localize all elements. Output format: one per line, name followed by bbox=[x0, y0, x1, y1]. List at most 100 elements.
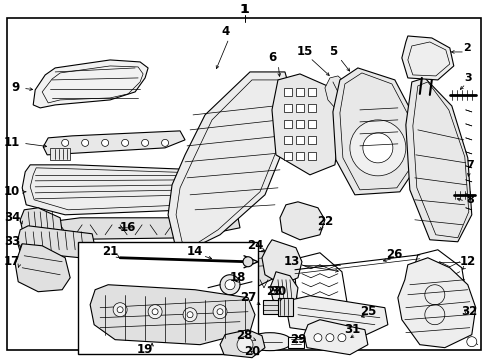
Polygon shape bbox=[262, 240, 301, 285]
Text: 7: 7 bbox=[465, 160, 473, 170]
Text: 15: 15 bbox=[296, 45, 312, 58]
Circle shape bbox=[142, 139, 148, 147]
Circle shape bbox=[466, 337, 476, 347]
Bar bbox=[295, 104, 304, 112]
Text: 28: 28 bbox=[235, 329, 252, 342]
Text: 4: 4 bbox=[222, 26, 230, 39]
Circle shape bbox=[224, 280, 235, 290]
Polygon shape bbox=[405, 78, 471, 242]
Circle shape bbox=[187, 312, 193, 318]
Text: 20: 20 bbox=[244, 345, 260, 358]
Bar bbox=[295, 120, 304, 128]
Text: 27: 27 bbox=[240, 291, 256, 304]
Bar bbox=[263, 300, 281, 314]
Bar bbox=[284, 88, 291, 96]
Circle shape bbox=[362, 133, 392, 163]
Polygon shape bbox=[20, 208, 62, 240]
Polygon shape bbox=[397, 258, 475, 348]
Circle shape bbox=[161, 139, 168, 147]
Text: 26: 26 bbox=[385, 248, 401, 261]
Bar bbox=[307, 104, 315, 112]
Bar bbox=[284, 120, 291, 128]
Bar bbox=[78, 242, 258, 354]
Polygon shape bbox=[304, 320, 367, 355]
Bar bbox=[284, 104, 291, 112]
Circle shape bbox=[81, 139, 88, 147]
Circle shape bbox=[337, 334, 345, 342]
Text: 17: 17 bbox=[4, 255, 20, 268]
Text: 22: 22 bbox=[316, 215, 332, 228]
Circle shape bbox=[183, 308, 197, 322]
Polygon shape bbox=[332, 68, 419, 195]
Text: 1: 1 bbox=[239, 4, 248, 17]
Text: 9: 9 bbox=[11, 81, 20, 94]
Polygon shape bbox=[220, 330, 264, 358]
Text: 16: 16 bbox=[120, 221, 136, 234]
Bar bbox=[284, 136, 291, 144]
Text: 30: 30 bbox=[269, 285, 285, 298]
Polygon shape bbox=[324, 76, 349, 108]
Text: 25: 25 bbox=[359, 305, 375, 318]
Circle shape bbox=[102, 139, 108, 147]
Polygon shape bbox=[269, 272, 297, 308]
Polygon shape bbox=[280, 202, 324, 240]
Text: 18: 18 bbox=[229, 271, 245, 284]
Circle shape bbox=[148, 305, 162, 319]
Text: 32: 32 bbox=[461, 305, 477, 318]
Text: 14: 14 bbox=[186, 245, 203, 258]
Text: 23: 23 bbox=[265, 285, 282, 298]
Bar bbox=[277, 298, 292, 316]
Polygon shape bbox=[90, 285, 254, 345]
Circle shape bbox=[117, 307, 123, 313]
Circle shape bbox=[113, 303, 127, 317]
Text: 13: 13 bbox=[283, 255, 300, 268]
Circle shape bbox=[152, 309, 158, 315]
Bar bbox=[287, 337, 304, 348]
Text: 5: 5 bbox=[328, 45, 336, 58]
Circle shape bbox=[349, 120, 405, 176]
Text: 6: 6 bbox=[267, 51, 276, 64]
Text: 21: 21 bbox=[102, 245, 118, 258]
Text: 11: 11 bbox=[4, 136, 20, 149]
Bar bbox=[307, 120, 315, 128]
Text: 3: 3 bbox=[463, 73, 470, 83]
Polygon shape bbox=[22, 165, 215, 215]
Polygon shape bbox=[401, 36, 453, 80]
Bar bbox=[295, 136, 304, 144]
Circle shape bbox=[237, 337, 252, 353]
Polygon shape bbox=[43, 131, 184, 155]
Circle shape bbox=[243, 257, 252, 267]
Polygon shape bbox=[33, 60, 148, 108]
Bar bbox=[295, 88, 304, 96]
Bar bbox=[284, 152, 291, 160]
Circle shape bbox=[213, 305, 226, 319]
Polygon shape bbox=[168, 72, 289, 252]
Bar bbox=[50, 148, 70, 160]
Text: 34: 34 bbox=[4, 211, 20, 224]
Bar bbox=[307, 88, 315, 96]
Circle shape bbox=[122, 139, 128, 147]
Text: 1: 1 bbox=[240, 4, 249, 17]
Text: 10: 10 bbox=[4, 185, 20, 198]
Text: 2: 2 bbox=[462, 43, 470, 53]
Ellipse shape bbox=[247, 333, 291, 351]
Text: 8: 8 bbox=[465, 195, 473, 205]
Bar bbox=[295, 152, 304, 160]
Polygon shape bbox=[38, 218, 240, 240]
Circle shape bbox=[313, 334, 321, 342]
Text: 33: 33 bbox=[4, 235, 20, 248]
Polygon shape bbox=[17, 226, 95, 258]
Text: 29: 29 bbox=[289, 333, 305, 346]
Polygon shape bbox=[190, 250, 280, 288]
Circle shape bbox=[61, 139, 68, 147]
Polygon shape bbox=[15, 244, 70, 292]
Text: 19: 19 bbox=[137, 343, 153, 356]
Polygon shape bbox=[286, 296, 387, 338]
Circle shape bbox=[220, 275, 240, 295]
Text: 31: 31 bbox=[343, 323, 359, 336]
Bar bbox=[307, 152, 315, 160]
Bar bbox=[307, 136, 315, 144]
Text: 24: 24 bbox=[246, 239, 263, 252]
Text: 12: 12 bbox=[459, 255, 475, 268]
Polygon shape bbox=[271, 74, 339, 175]
